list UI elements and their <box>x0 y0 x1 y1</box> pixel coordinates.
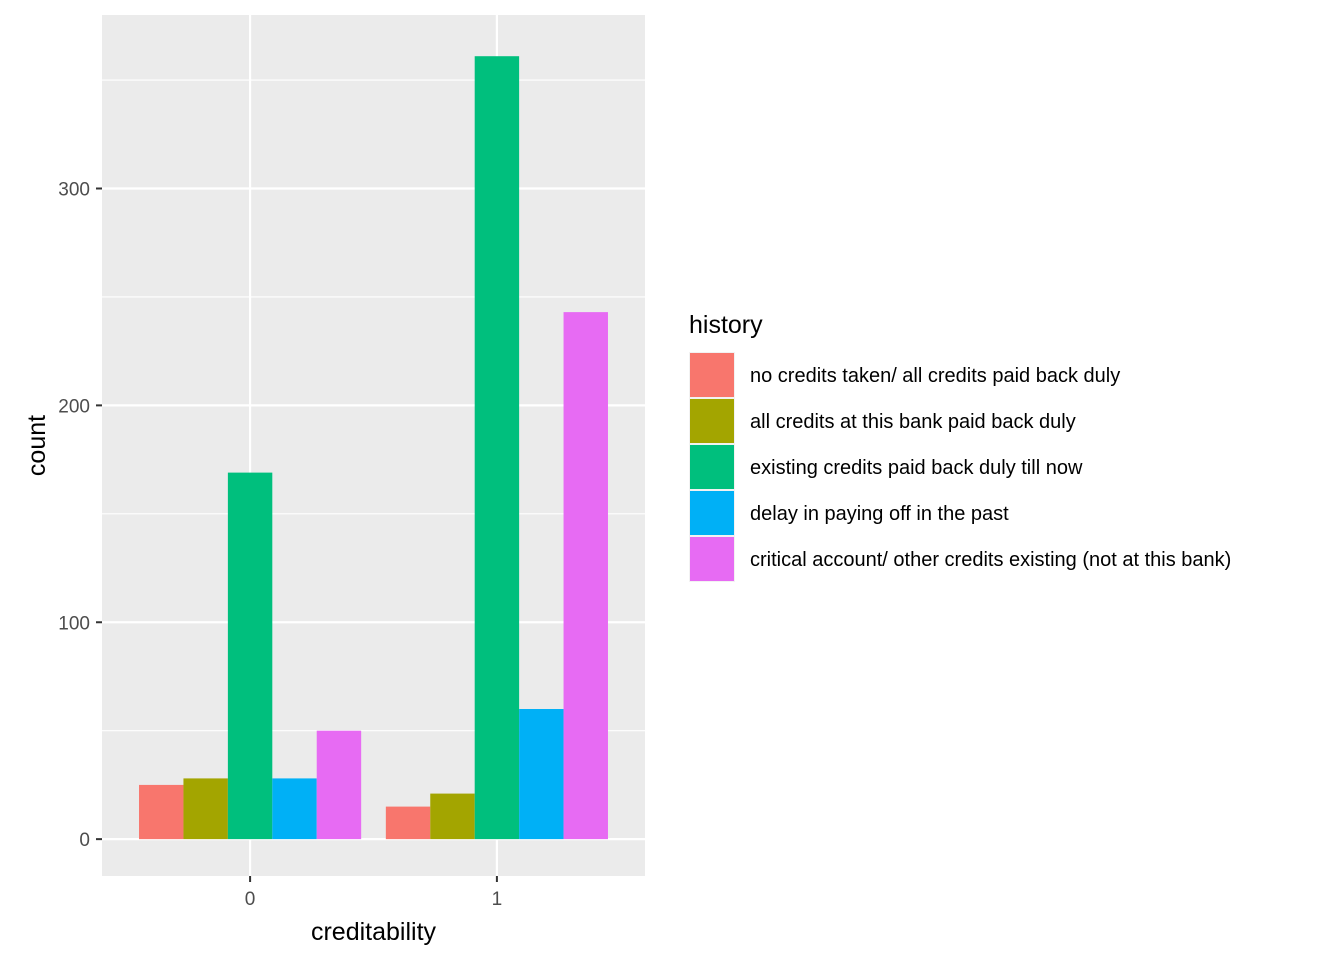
legend-entry-label: delay in paying off in the past <box>750 503 1009 525</box>
bars <box>139 56 608 840</box>
axes: 0 100 200 300 0 1 <box>58 180 502 910</box>
y-tick-label: 0 <box>79 830 90 851</box>
bar <box>183 778 228 840</box>
legend-entry-label: no credits taken/ all credits paid back … <box>750 365 1120 387</box>
legend-swatch <box>690 537 734 581</box>
bar <box>430 793 475 840</box>
bar <box>474 56 520 840</box>
bar <box>227 472 273 840</box>
bar <box>385 806 431 840</box>
y-tick-label: 200 <box>58 396 90 417</box>
y-tick-label: 300 <box>58 180 90 201</box>
x-tick-label: 0 <box>245 889 256 910</box>
legend: history no credits taken/ all credits pa… <box>689 311 1231 582</box>
x-tick-label: 1 <box>492 889 503 910</box>
legend-swatch <box>690 491 734 535</box>
legend-entry-label: critical account/ other credits existing… <box>750 549 1231 571</box>
bar <box>316 730 362 840</box>
bar <box>563 312 608 840</box>
bar <box>272 778 317 840</box>
legend-swatch <box>690 399 734 443</box>
x-axis-title: creditability <box>311 918 437 946</box>
y-tick-label: 100 <box>58 613 90 634</box>
legend-entry-label: all credits at this bank paid back duly <box>750 411 1076 433</box>
legend-title: history <box>689 311 763 339</box>
legend-swatch <box>690 353 734 397</box>
y-axis-title: count <box>23 415 51 476</box>
bar <box>139 784 184 840</box>
bar <box>519 709 564 840</box>
legend-entry-label: existing credits paid back duly till now <box>750 457 1083 479</box>
legend-swatch <box>690 445 734 489</box>
